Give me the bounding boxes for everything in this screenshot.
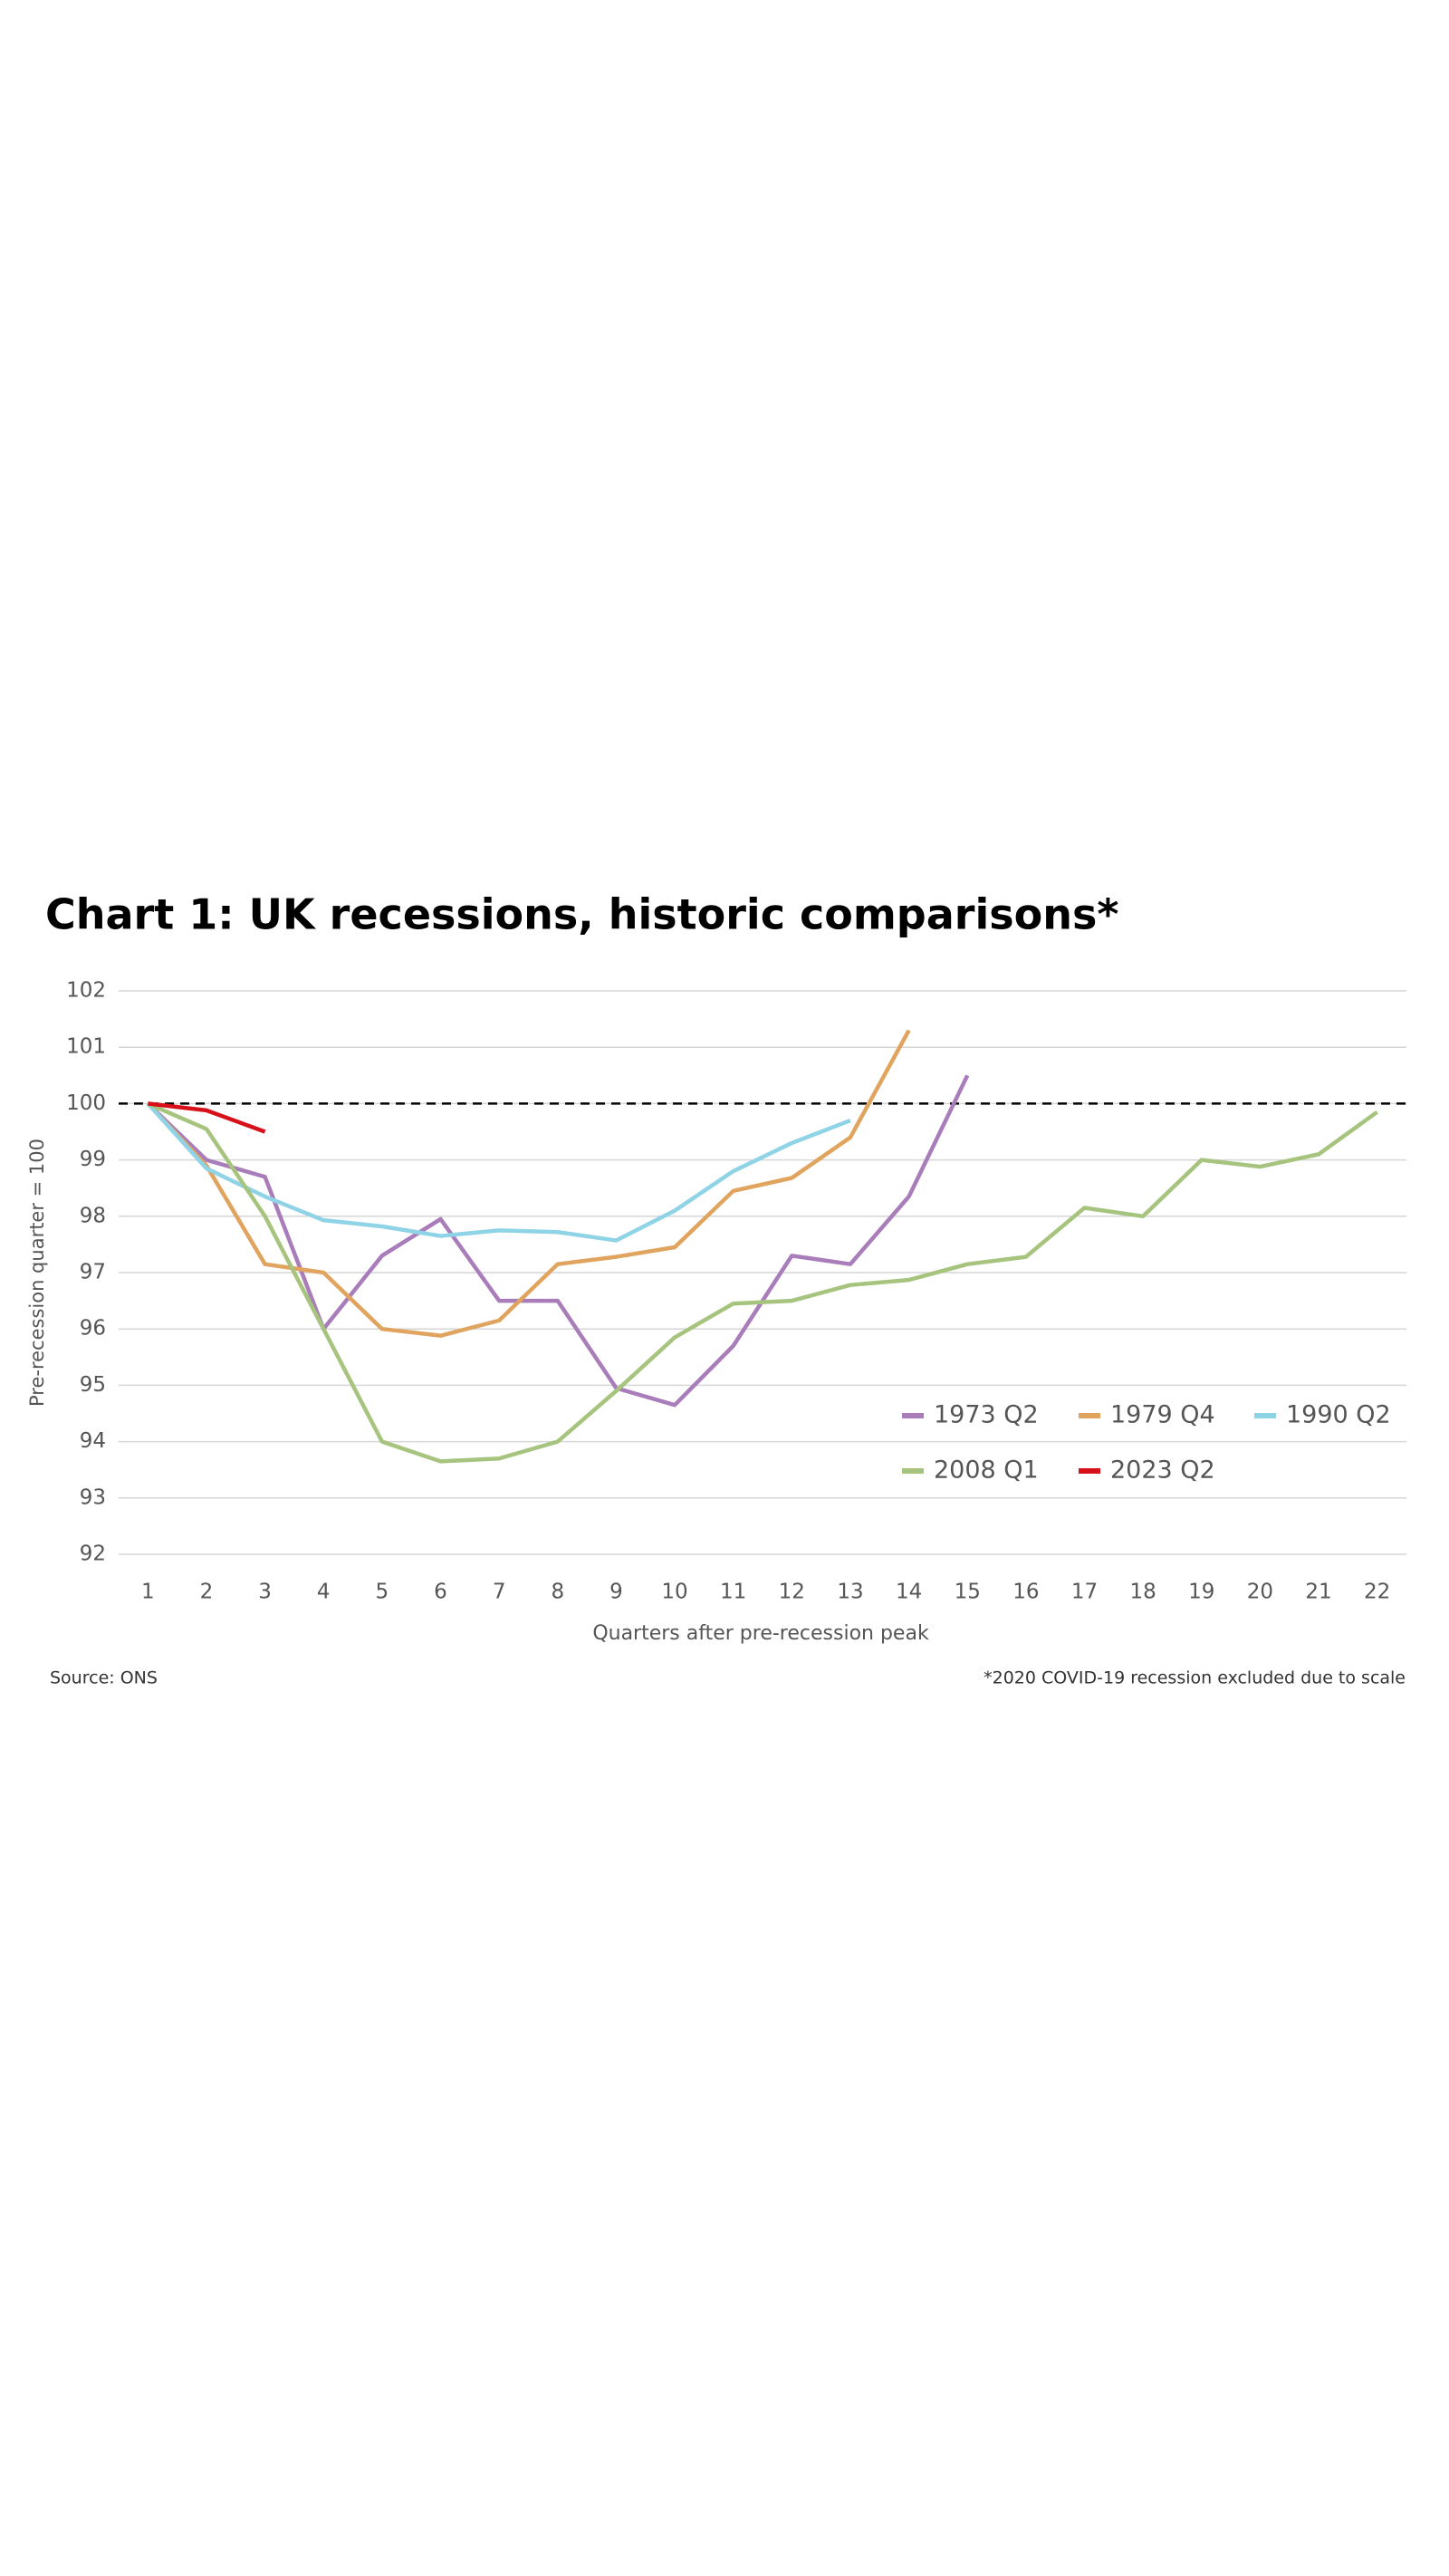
y-tick-label: 95	[80, 1373, 106, 1397]
legend-label: 2008 Q1	[934, 1456, 1039, 1485]
x-tick-label: 22	[1364, 1581, 1390, 1604]
x-tick-label: 11	[720, 1581, 746, 1604]
series-line	[146, 1101, 851, 1243]
x-tick-label: 3	[258, 1581, 272, 1604]
legend-label: 2023 Q2	[1110, 1456, 1215, 1485]
y-tick-label: 92	[80, 1543, 106, 1566]
chart-title: Chart 1: UK recessions, historic compari…	[45, 890, 1118, 939]
y-tick-label: 102	[66, 979, 106, 1003]
series-line	[148, 1101, 266, 1134]
y-axis-label: Pre-recession quarter = 100	[26, 1139, 48, 1407]
y-tick-label: 96	[80, 1317, 106, 1341]
x-tick-label: 6	[434, 1581, 447, 1604]
legend-label: 1990 Q2	[1286, 1401, 1391, 1429]
y-tick-label: 94	[80, 1429, 106, 1453]
x-tick-label: 7	[493, 1581, 506, 1604]
legend-label: 1973 Q2	[934, 1401, 1039, 1429]
x-tick-label: 10	[661, 1581, 687, 1604]
y-tick-label: 101	[66, 1035, 106, 1059]
series-line	[146, 1029, 911, 1338]
x-tick-label: 14	[896, 1581, 922, 1604]
y-tick-label: 99	[80, 1148, 106, 1171]
y-tick-label: 97	[80, 1261, 106, 1284]
series-line	[146, 1074, 970, 1408]
x-tick-label: 20	[1247, 1581, 1273, 1604]
x-tick-label: 5	[376, 1581, 389, 1604]
x-tick-label: 21	[1305, 1581, 1331, 1604]
x-tick-label: 15	[955, 1581, 981, 1604]
x-tick-label: 18	[1129, 1581, 1156, 1604]
footnote: *2020 COVID-19 recession excluded due to…	[984, 1668, 1406, 1688]
x-tick-label: 12	[779, 1581, 805, 1604]
x-tick-label: 19	[1188, 1581, 1214, 1604]
x-tick-label: 9	[609, 1581, 623, 1604]
x-axis-label: Quarters after pre-recession peak	[592, 1622, 929, 1645]
y-tick-label: 98	[80, 1204, 106, 1227]
x-tick-label: 1	[141, 1581, 155, 1604]
x-tick-label: 8	[551, 1581, 564, 1604]
source: Source: ONS	[50, 1668, 158, 1688]
x-tick-label: 13	[837, 1581, 863, 1604]
series-line	[147, 1101, 1378, 1464]
x-tick-label: 17	[1071, 1581, 1098, 1604]
x-tick-label: 4	[317, 1581, 331, 1604]
legend-label: 1979 Q4	[1110, 1401, 1215, 1429]
x-tick-label: 16	[1012, 1581, 1039, 1604]
x-tick-label: 2	[200, 1581, 214, 1604]
y-tick-label: 93	[80, 1485, 106, 1509]
y-tick-label: 100	[66, 1091, 106, 1115]
